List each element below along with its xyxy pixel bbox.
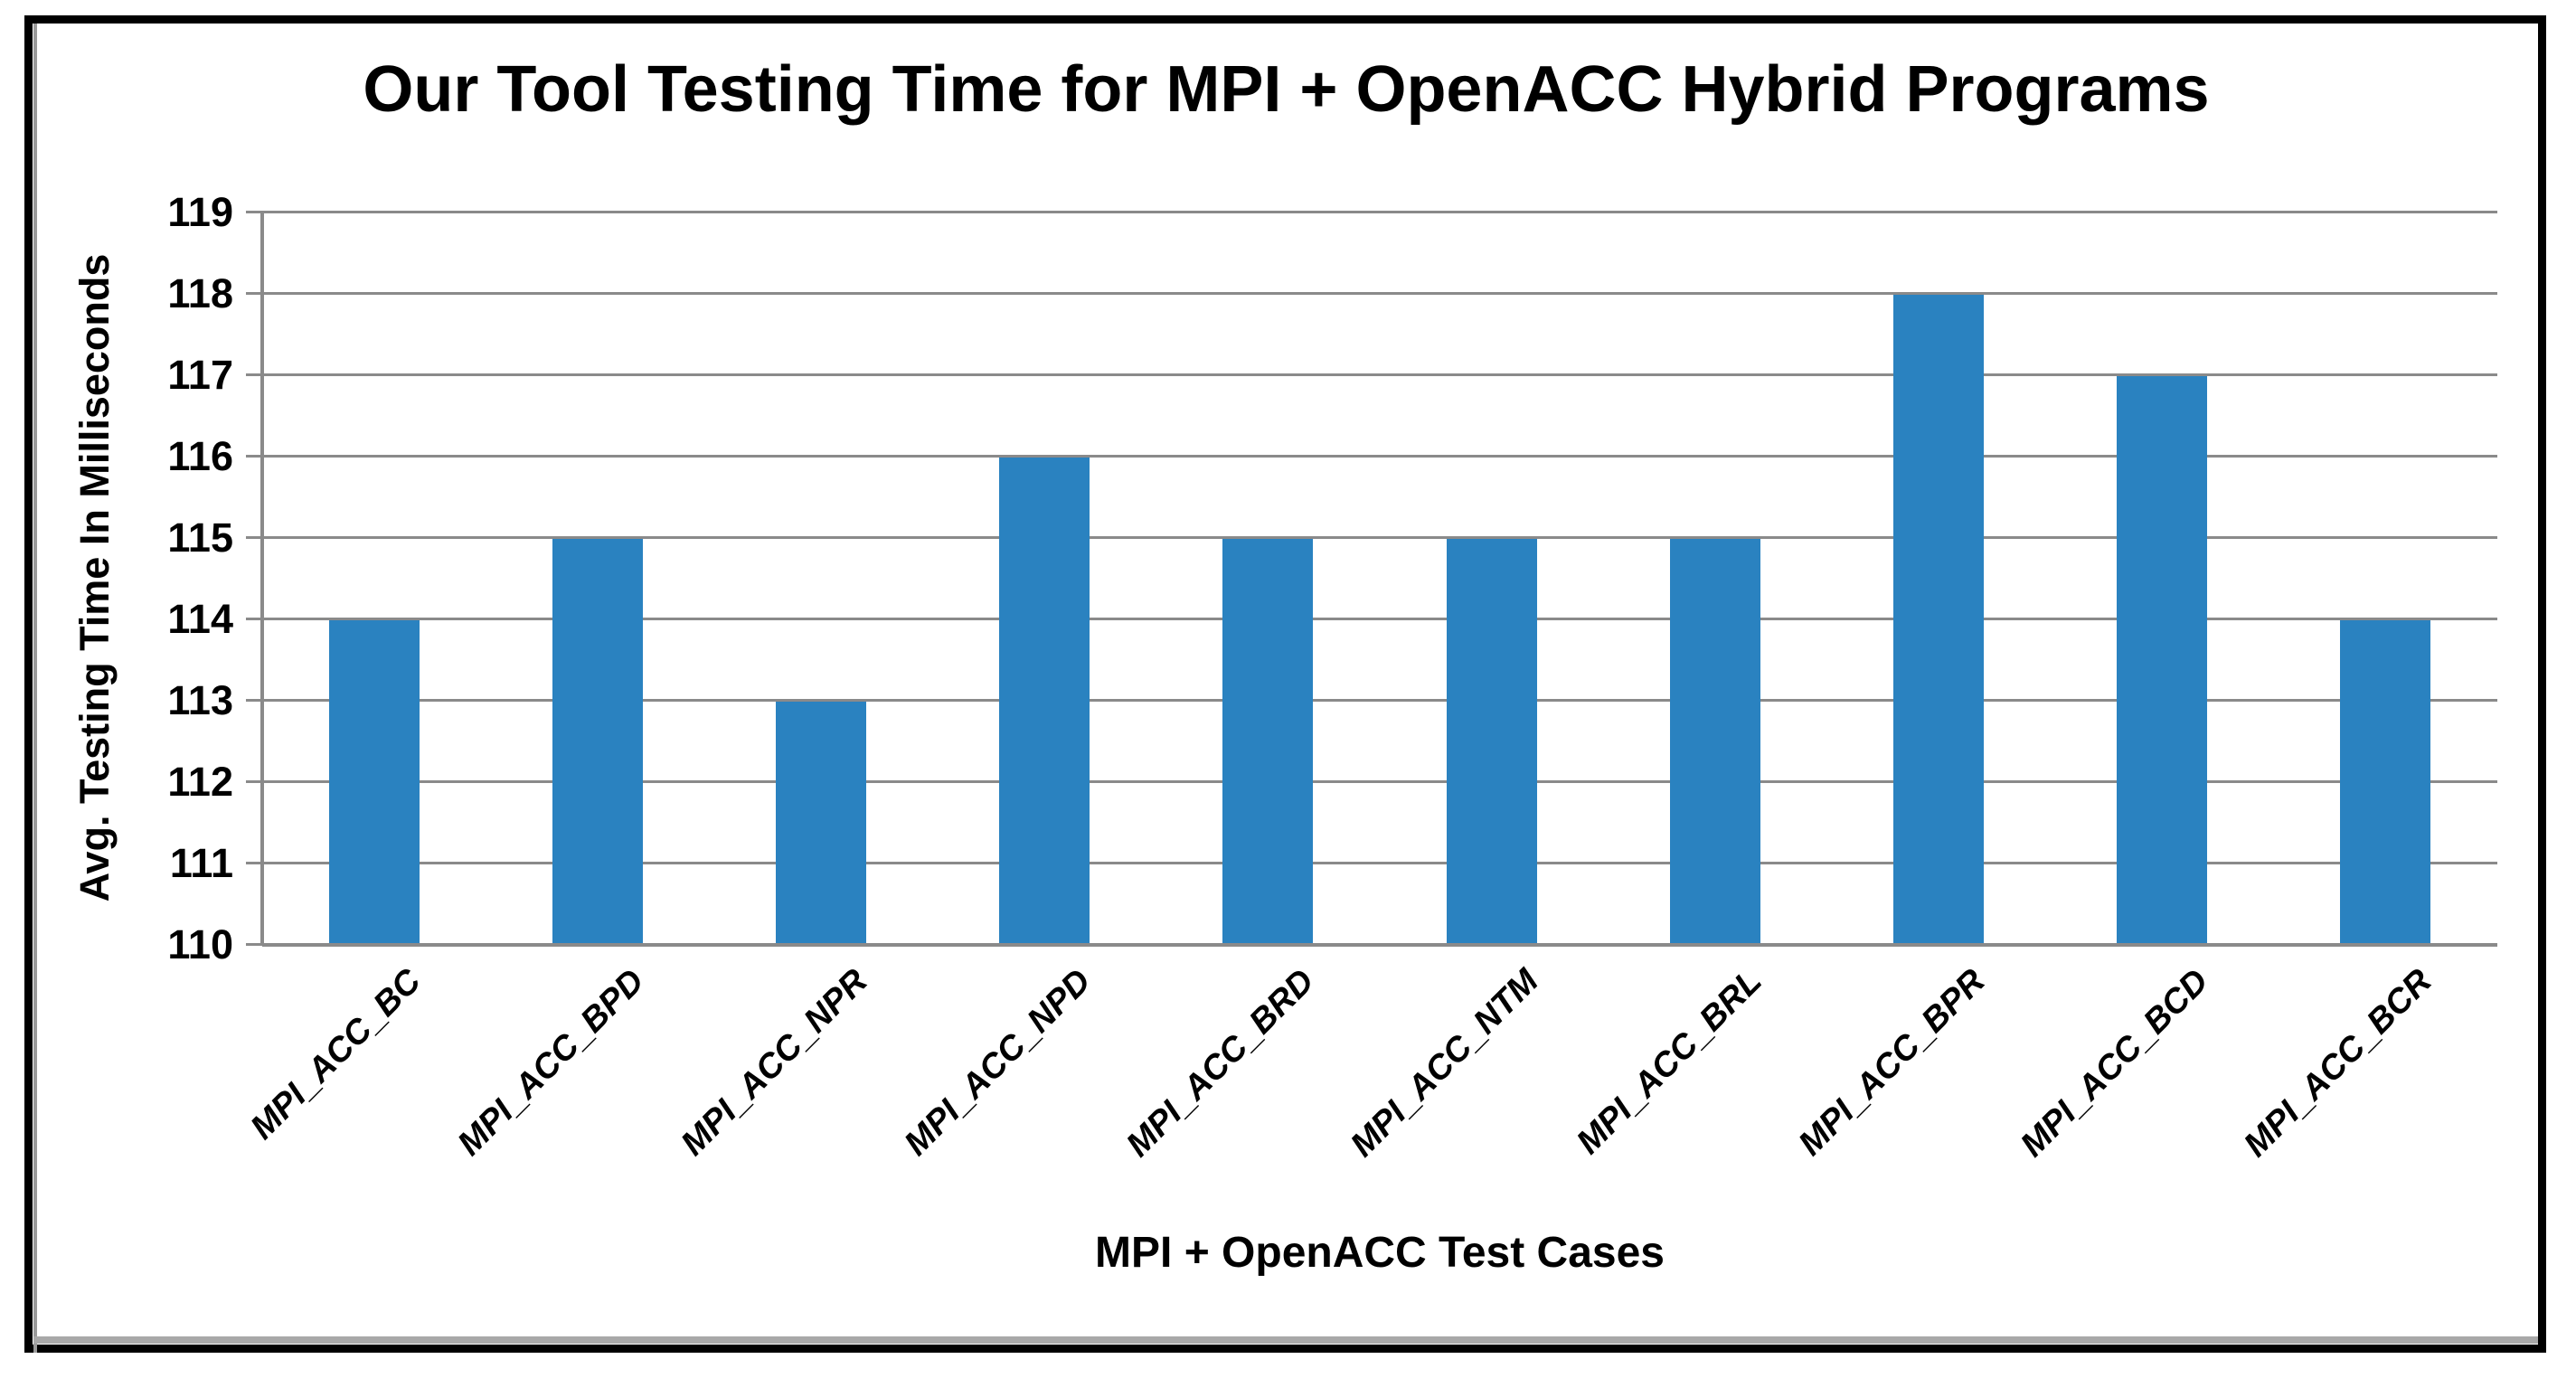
gridline	[262, 779, 2497, 783]
bar	[1669, 538, 1760, 944]
y-axis-line	[260, 212, 264, 946]
y-tick-mark	[246, 779, 262, 783]
y-tick-mark	[246, 942, 262, 946]
y-tick-mark	[246, 698, 262, 702]
y-tick-mark	[246, 210, 262, 213]
y-tick-label: 114	[167, 596, 233, 642]
gridline	[262, 291, 2497, 295]
bar	[2117, 375, 2208, 944]
bar	[552, 538, 643, 944]
gridline	[262, 698, 2497, 702]
y-tick-label: 119	[167, 189, 233, 235]
bar	[776, 701, 866, 944]
y-tick-label: 116	[167, 433, 233, 479]
bar	[1446, 538, 1537, 944]
bar	[999, 457, 1090, 944]
chart-title: Our Tool Testing Time for MPI + OpenACC …	[363, 53, 2210, 126]
gridline	[262, 861, 2497, 864]
bar	[1222, 538, 1314, 944]
gridline	[262, 210, 2497, 213]
y-tick-mark	[246, 454, 262, 458]
y-tick-label: 113	[167, 677, 233, 723]
left-inner-line	[33, 24, 37, 1353]
y-axis-title: Avg. Testing Time In Milliseconds	[71, 253, 118, 902]
y-tick-label: 110	[167, 921, 233, 967]
x-axis-title: MPI + OpenACC Test Cases	[1095, 1229, 1665, 1277]
bar	[1893, 294, 1984, 944]
y-tick-label: 118	[167, 270, 233, 316]
y-tick-mark	[246, 861, 262, 864]
y-tick-mark	[246, 617, 262, 620]
gridline	[262, 454, 2497, 458]
y-tick-mark	[246, 373, 262, 376]
x-axis-line	[262, 943, 2497, 947]
gridline	[262, 373, 2497, 376]
y-tick-mark	[246, 291, 262, 295]
bar	[328, 619, 420, 944]
bottom-strip	[33, 1336, 2538, 1344]
y-tick-label: 111	[169, 840, 233, 886]
gridline	[262, 535, 2497, 539]
gridline	[262, 617, 2497, 620]
y-tick-label: 112	[167, 759, 233, 805]
y-tick-label: 117	[167, 352, 233, 398]
bar	[2340, 619, 2431, 944]
y-tick-mark	[246, 535, 262, 539]
y-tick-label: 115	[167, 514, 233, 561]
